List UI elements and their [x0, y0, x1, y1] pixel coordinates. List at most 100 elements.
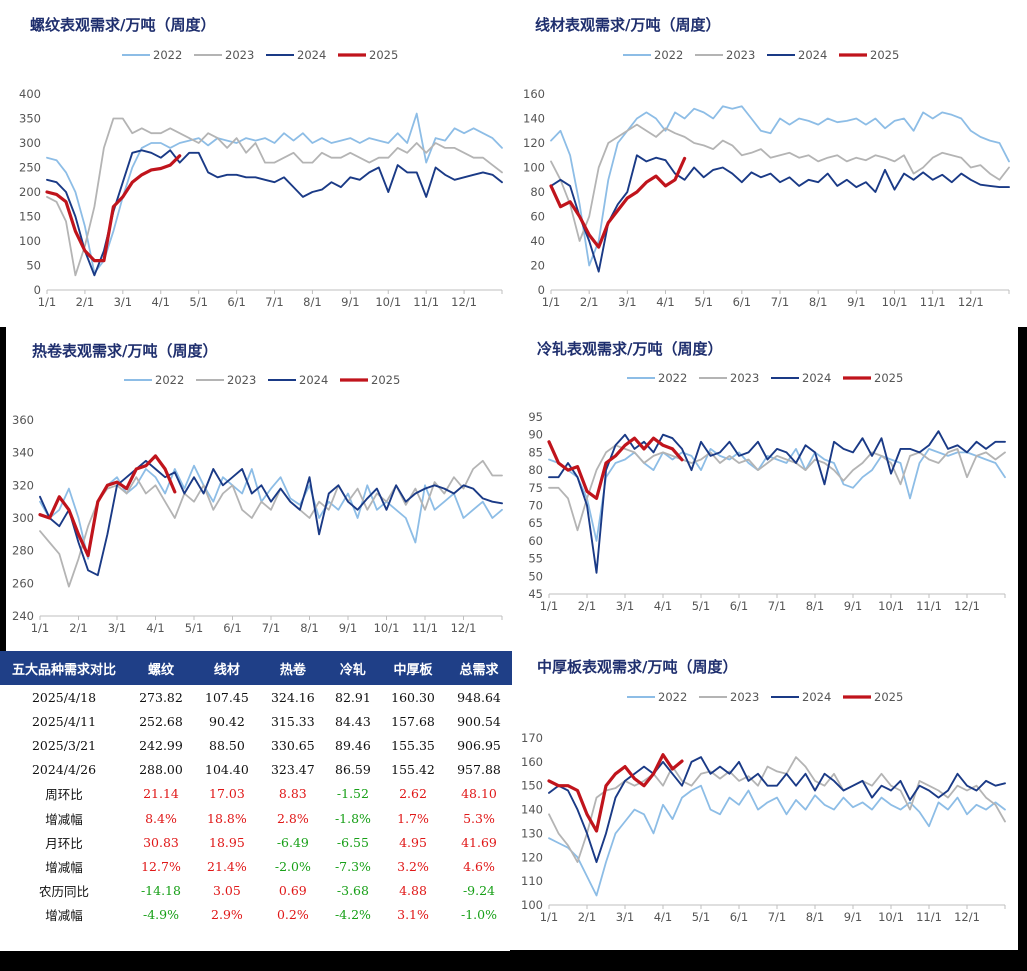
- table-cell: 2.8%: [276, 810, 309, 826]
- series-line-2023: [46, 117, 503, 277]
- x-tick-label: 8/1: [300, 621, 319, 635]
- table-cell: 8.4%: [145, 810, 177, 826]
- table-header-row: 五大品种需求对比 螺纹 线材 热卷 冷轧 中厚板 总需求: [0, 651, 512, 685]
- y-axis: 0 50 100 150 200 250 300 350 400: [19, 87, 41, 297]
- table-cell: 324.16: [270, 689, 315, 705]
- table-cell: 3.1%: [397, 907, 429, 923]
- table-cell: 84.43: [335, 713, 371, 729]
- table-row-label: 增减幅: [45, 908, 83, 924]
- x-tick-label: 6/1: [227, 295, 246, 309]
- table-header-cell: 总需求: [445, 651, 512, 685]
- x-tick-label: 10/1: [374, 621, 400, 635]
- table-cell: 104.40: [205, 762, 249, 778]
- table-cell: 5.3%: [463, 810, 495, 826]
- y-tick-label: 280: [12, 544, 34, 558]
- x-tick-label: 11/1: [412, 621, 438, 635]
- plate-chart: 2022 2023 2024 2025 100 110 120 130 140 150 160 170…: [521, 690, 1006, 924]
- y-tick-label: 320: [12, 478, 34, 492]
- x-tick-label: 8/1: [809, 295, 828, 309]
- x-tick-label: 5/1: [694, 295, 713, 309]
- y-tick-label: 260: [12, 576, 34, 590]
- table-cell: 107.45: [205, 689, 249, 705]
- hotrolled-chart-panel: 热卷表观需求/万吨（周度） 2022 2023 2024 2025 240 260 280 3…: [6, 330, 510, 650]
- x-tick-label: 10/1: [878, 599, 904, 613]
- table-row-label: 增减幅: [45, 859, 83, 875]
- y-tick-label: 20: [530, 259, 545, 273]
- plate-chart-title: 中厚板表观需求/万吨（周度）: [537, 658, 738, 676]
- series-group: [549, 105, 1010, 273]
- y-tick-label: 150: [521, 779, 543, 793]
- legend-label: 2025: [369, 48, 398, 62]
- y-tick-label: 140: [523, 112, 545, 126]
- series-line-2024: [46, 149, 503, 277]
- table-cell: 82.91: [335, 689, 371, 705]
- series-line-2024: [548, 430, 1006, 574]
- series-group: [547, 430, 1006, 574]
- table-row-label: 增减幅: [45, 811, 83, 827]
- table-cell: -4.2%: [334, 907, 371, 923]
- y-tick-label: 140: [521, 803, 543, 817]
- plate-chart-panel: 中厚板表观需求/万吨（周度） 2022 2023 2024 2025 100 110 120…: [515, 648, 1018, 950]
- y-tick-label: 250: [19, 161, 41, 175]
- table-cell: 4.95: [399, 834, 427, 850]
- x-tick-label: 2/1: [580, 295, 599, 309]
- x-tick-label: 11/1: [916, 599, 942, 613]
- table-cell: 88.50: [209, 737, 245, 753]
- coldrolled-chart: 2022 2023 2024 2025 45 50 55 60 65 70 75 80 85 90 95 1/…: [528, 371, 1006, 613]
- x-tick-label: 3/1: [618, 295, 637, 309]
- x-tick-label: 8/1: [303, 295, 322, 309]
- x-tick-label: 7/1: [768, 910, 787, 924]
- table-cell: -2.0%: [274, 858, 311, 874]
- table-cell: 18.95: [209, 834, 245, 850]
- wirerod-chart-title: 线材表观需求/万吨（周度）: [535, 16, 721, 34]
- x-tick-label: 3/1: [616, 910, 635, 924]
- legend-label: 2024: [297, 48, 326, 62]
- rebar-chart-panel: 螺纹表观需求/万吨（周度） 2022 2023 2024 2025 0 50 100 150 2…: [19, 8, 510, 323]
- y-tick-label: 60: [528, 534, 543, 548]
- table-row: 2024/4/26 288.00 104.40 323.47 86.59 155.42 95…: [0, 758, 512, 782]
- x-tick-label: 3/1: [114, 295, 133, 309]
- x-tick-label: 7/1: [265, 295, 284, 309]
- x-axis: 1/1 2/1 3/1 4/1 5/1 6/1 7/1 8/1 9/1 10/1 11/1 12/1: [38, 289, 503, 309]
- legend-label: 2024: [802, 371, 831, 385]
- table-cell: -1.52: [336, 786, 369, 802]
- table-cell: 41.69: [461, 834, 497, 850]
- table-header-cell: 热卷: [259, 651, 326, 685]
- rebar-chart-title: 螺纹表观需求/万吨（周度）: [30, 16, 216, 34]
- y-tick-label: 300: [19, 136, 41, 150]
- coldrolled-chart-title: 冷轧表观需求/万吨（周度）: [537, 340, 723, 358]
- series-group: [38, 454, 503, 588]
- chart-legend: 2022 2023 2024 2025: [124, 373, 400, 387]
- table-row: 2025/4/18 273.82 107.45 324.16 82.91 160.30 94…: [0, 685, 512, 709]
- y-tick-label: 150: [19, 210, 41, 224]
- table-cell: 17.03: [209, 786, 245, 802]
- table-cell: 155.35: [391, 737, 435, 753]
- legend-label: 2024: [299, 373, 328, 387]
- y-tick-label: 70: [528, 499, 543, 513]
- x-tick-label: 4/1: [654, 910, 673, 924]
- y-tick-label: 300: [12, 511, 34, 525]
- series-line-2025: [549, 156, 687, 249]
- x-tick-label: 10/1: [878, 910, 904, 924]
- table-cell: 242.99: [139, 737, 183, 753]
- table-cell: 2.9%: [211, 907, 243, 923]
- x-tick-label: 4/1: [656, 295, 675, 309]
- table-cell: 252.68: [139, 713, 183, 729]
- series-line-2022: [550, 105, 1010, 267]
- series-line-2022: [39, 464, 503, 560]
- x-tick-label: 9/1: [844, 910, 863, 924]
- x-axis: 1/1 2/1 3/1 4/1 5/1 6/1 7/1 8/1 9/1 10/1 11/1 12/1: [540, 904, 1006, 924]
- x-tick-label: 9/1: [847, 295, 866, 309]
- table-cell: 155.42: [391, 762, 435, 778]
- border-bottom-left: [0, 951, 512, 971]
- table-cell: 86.59: [335, 762, 371, 778]
- table-cell: 157.68: [391, 713, 435, 729]
- x-tick-label: 4/1: [654, 599, 673, 613]
- table-cell: 160.30: [391, 689, 435, 705]
- series-line-2023: [548, 444, 1006, 532]
- table-cell: -1.0%: [461, 907, 497, 923]
- table-cell: 948.64: [457, 689, 501, 705]
- x-tick-label: 6/1: [730, 910, 749, 924]
- y-axis: 240 260 280 300 320 340 360: [12, 413, 34, 623]
- legend-label: 2025: [874, 371, 903, 385]
